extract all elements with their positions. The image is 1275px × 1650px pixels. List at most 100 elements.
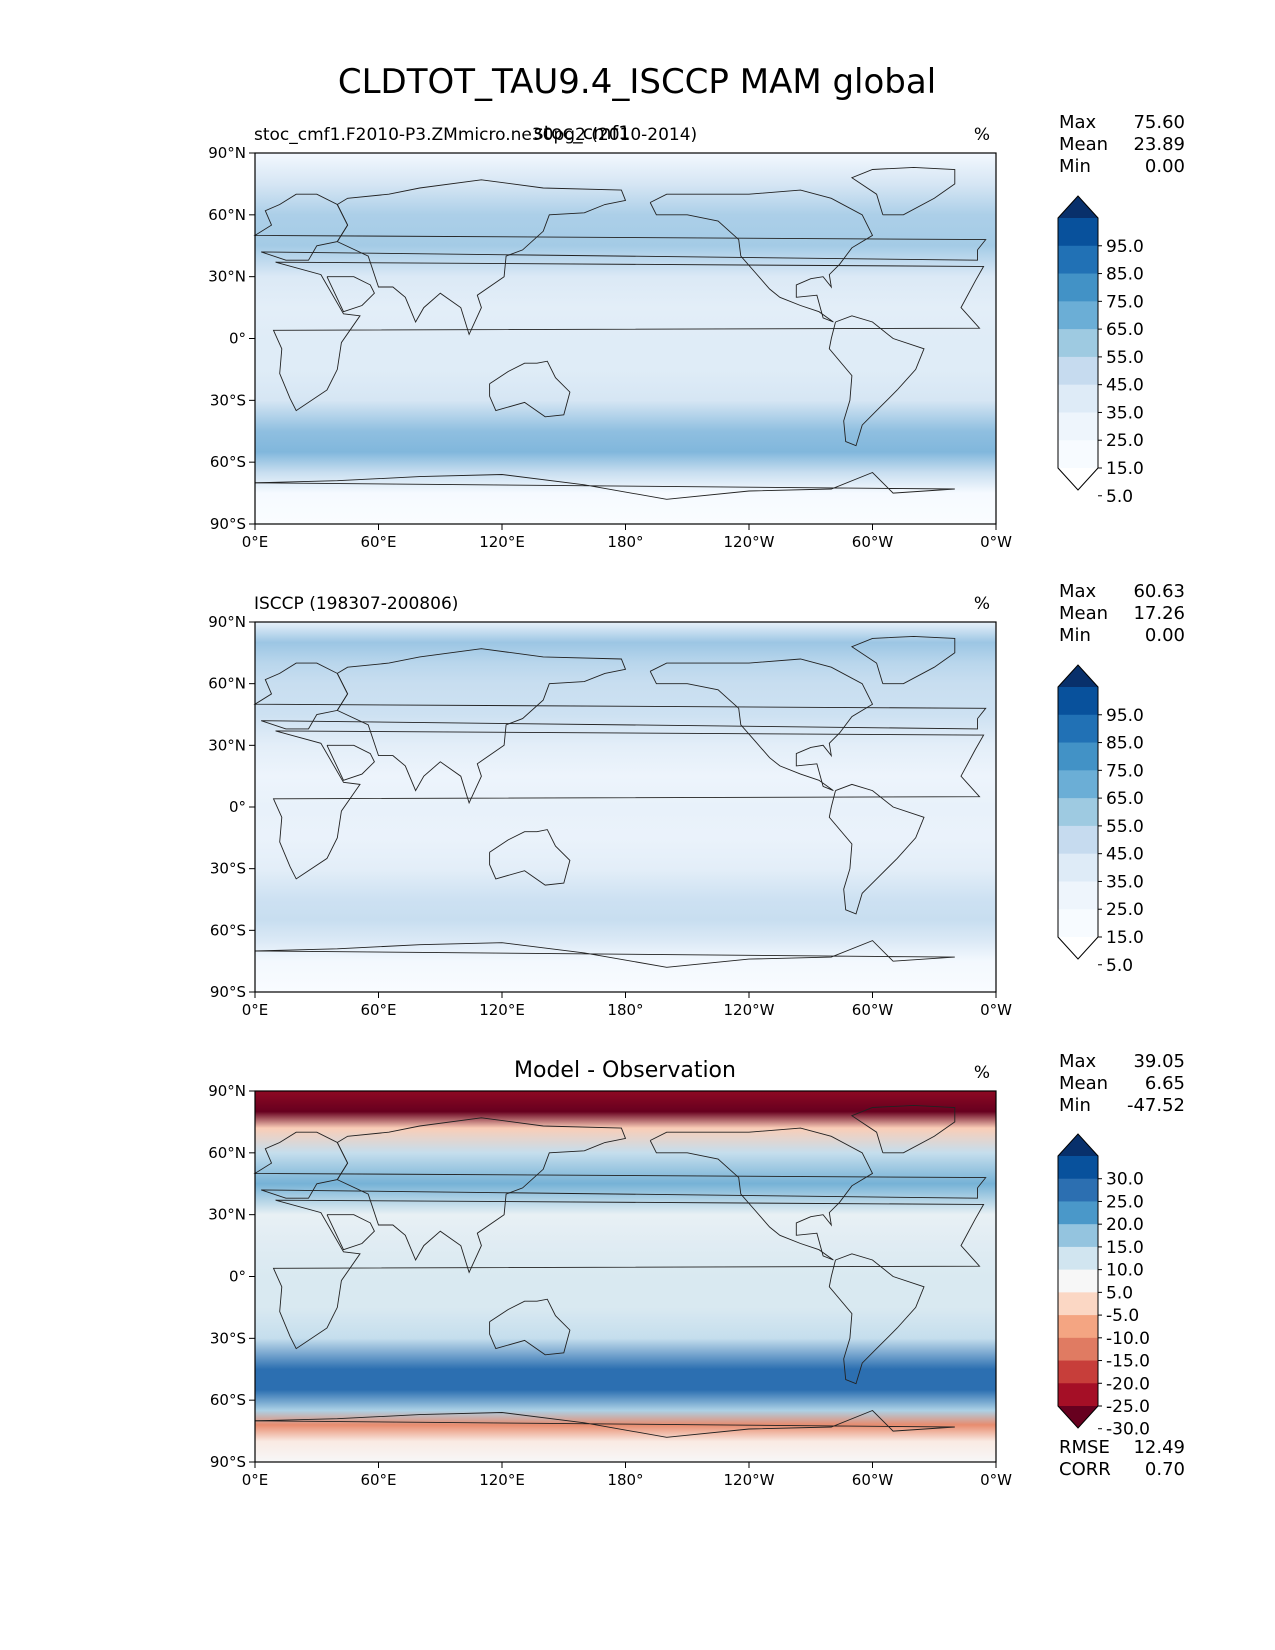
coastline-0 [272,261,985,412]
colorbar-box [1058,742,1098,771]
coastline-7 [828,783,925,915]
x-tick-label: 60°E [360,1471,396,1489]
colorbar-box [1058,245,1098,275]
stat-value: 0.00 [1145,625,1185,646]
x-tick-label: 0°W [980,1001,1012,1019]
y-tick-label: 0° [229,1268,246,1286]
coastline-3 [326,1214,375,1251]
y-tick-label: 90°N [208,613,246,631]
x-tick-label: 0°W [980,533,1012,551]
y-tick-label: 90°N [208,1082,246,1100]
panel-diff-error-stats: RMSE 12.49 CORR 0.70 [1059,1437,1185,1480]
x-tick-label: 60°E [360,1001,396,1019]
colorbar-label: 65.0 [1106,320,1144,340]
y-tick-label: 30°S [210,1329,246,1347]
colorbar-box [1058,1315,1098,1339]
y-tick-label: 30°N [208,268,246,286]
coastline-4 [489,1298,571,1356]
coastline-8 [254,940,955,992]
y-tick-label: 0° [229,798,246,816]
panel-diff: Model - Observation % 0°E 60°E 120°E 180° 12… [208,1051,1185,1489]
panel-diff-y-axis: 90°N 60°N 30°N 0° 30°S 60°S 90°S [208,1082,255,1471]
coastline-7 [828,1253,925,1385]
colorbar-box [1058,440,1098,469]
colorbar-box [1058,1337,1098,1362]
colorbar-label: -5.0 [1106,1306,1139,1326]
coastline-0 [272,730,985,880]
panel-model-stats: Max 75.60 Mean 23.89 Min 0.00 [1059,112,1185,177]
coastline-5 [649,1127,874,1261]
x-tick-label: 120°W [724,533,775,551]
colorbar-extend-top [1058,1134,1098,1156]
y-tick-label: 0° [229,330,246,348]
panel-obs-x-axis: 0°E 60°E 120°E 180° 120°W 60°W 0°W [242,992,1012,1019]
colorbar-label: 75.0 [1106,292,1144,312]
colorbar-label: 5.0 [1106,1283,1133,1303]
colorbar-label: 10.0 [1106,1261,1144,1281]
coastline-6 [850,1104,956,1154]
panel-obs-y-axis: 90°N 60°N 30°N 0° 30°S 60°S 90°S [208,613,255,1001]
x-tick-label: 180° [607,533,643,551]
panel-model-coastlines [253,166,987,524]
colorbar-label: 35.0 [1106,872,1144,892]
error-stat-value: 0.70 [1145,1459,1185,1480]
coastline-3 [326,744,375,781]
colorbar-label: 95.0 [1106,237,1144,257]
coastline-5 [649,189,874,323]
stat-label: Mean [1059,603,1108,624]
colorbar-label: 15.0 [1106,459,1144,479]
x-tick-label: 0°E [242,533,269,551]
panel-model-units: % [974,125,990,145]
stat-value: 23.89 [1133,134,1185,155]
colorbar-label: 25.0 [1106,900,1144,920]
stat-label: Max [1059,581,1097,602]
colorbar-box [1058,798,1098,827]
colorbar-label: 20.0 [1106,1215,1144,1235]
stat-label: Mean [1059,134,1108,155]
x-tick-label: 0°E [242,1001,269,1019]
coastline-8 [254,1409,955,1462]
colorbar-label: 45.0 [1106,376,1144,396]
colorbar-label: 45.0 [1106,845,1144,865]
colorbar-label: 55.0 [1106,348,1144,368]
coastline-0 [272,1199,985,1350]
coastline-7 [828,315,925,447]
coastline-6 [850,166,956,216]
stat-label: Max [1059,112,1097,133]
colorbar-box [1058,1246,1098,1271]
colorbar-extend-bottom [1058,1406,1098,1428]
stat-value: 17.26 [1133,603,1185,624]
colorbar-box [1058,1178,1098,1202]
colorbar-box [1058,909,1098,938]
panel-model-title-center: stoc_cmf1 [534,122,631,144]
colorbar-box [1058,1292,1098,1316]
stat-label: Min [1059,1095,1091,1116]
panel-diff-title-center: Model - Observation [514,1058,736,1083]
colorbar-box [1058,687,1098,716]
colorbar-label: -10.0 [1106,1329,1150,1349]
colorbar-label: -25.0 [1106,1397,1150,1417]
panel-diff-colorbar: 30.025.0 20.0 15.0 10.05.0 -5.0 -10.0 -15.0-20… [1057,1133,1150,1440]
y-tick-label: 60°S [210,453,246,471]
colorbar-box [1058,825,1098,855]
x-tick-label: 60°E [360,533,396,551]
panel-obs: ISCCP (198307-200806) % 0°E 60°E 120°E 180°… [208,581,1185,1019]
colorbar-label: 35.0 [1106,403,1144,423]
panel-obs-stats: Max 60.63 Mean 17.26 Min 0.00 [1059,581,1185,646]
colorbar-box [1058,881,1098,910]
coastline-4 [489,360,571,418]
colorbar-box [1058,356,1098,386]
colorbar-box [1058,770,1098,799]
coastline-2 [336,179,627,336]
error-stat-label: CORR [1059,1459,1111,1480]
colorbar-label: 25.0 [1106,431,1144,451]
panel-diff-stats: Max 39.05 Mean 6.65 Min -47.52 [1059,1051,1185,1116]
colorbar-label: 65.0 [1106,789,1144,809]
x-tick-label: 120°W [724,1471,775,1489]
stat-value: 60.63 [1133,581,1185,602]
panel-model-title-left: stoc_cmf1.F2010-P3.ZMmicro.ne30pg2 (2010… [254,125,697,145]
colorbar-label: -15.0 [1106,1352,1150,1372]
panel-model-x-axis: 0°E 60°E 120°E 180° 120°W 60°W 0°W [242,524,1012,551]
panel-diff-coastlines [253,1104,987,1462]
